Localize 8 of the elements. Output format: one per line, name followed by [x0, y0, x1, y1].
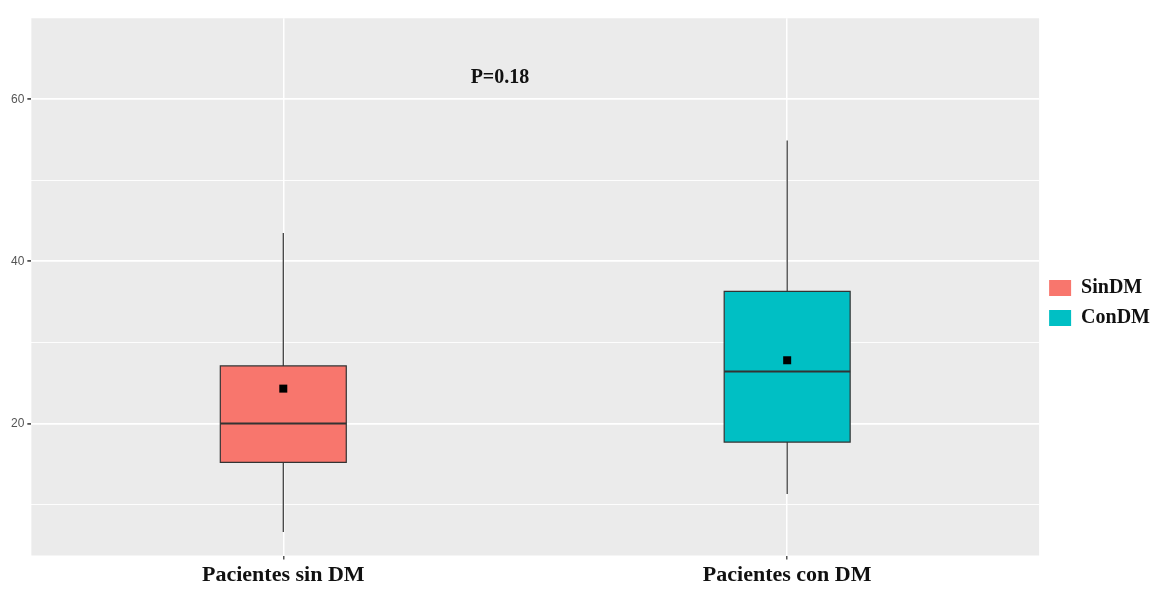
y-tick-label: 40	[10, 253, 25, 268]
legend-label: SinDM	[1081, 275, 1143, 298]
y-tick-label: 60	[10, 91, 25, 106]
x-tick-label: Pacientes sin DM	[202, 561, 365, 587]
y-tick-label: 20	[10, 415, 25, 430]
x-tick-label: Pacientes con DM	[702, 561, 872, 587]
annotation: P=0.18	[470, 65, 530, 88]
legend-label: ConDM	[1081, 305, 1151, 328]
